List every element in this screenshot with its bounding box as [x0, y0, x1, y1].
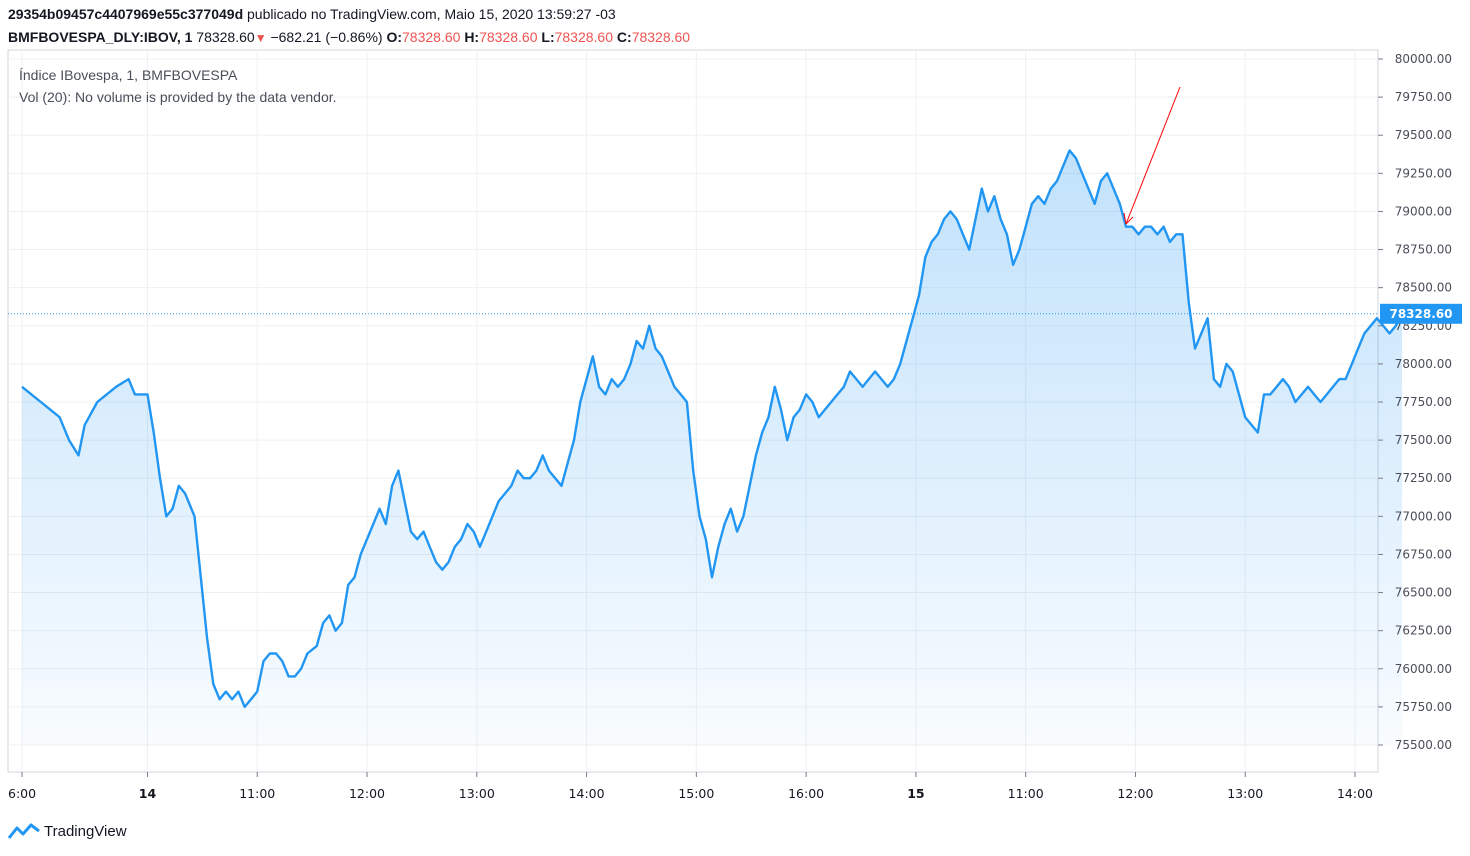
x-tick-label: 14:00	[569, 786, 605, 801]
close-label: C:	[616, 29, 632, 45]
x-tick-label: 13:00	[459, 786, 495, 801]
y-tick-label: 76500.00	[1395, 586, 1452, 600]
down-arrow-icon: ▼	[254, 31, 267, 45]
x-tick-label: 11:00	[1008, 786, 1044, 801]
y-tick-label: 79250.00	[1395, 166, 1452, 180]
x-tick-label: 13:00	[1227, 786, 1263, 801]
high-label: H:	[464, 29, 480, 45]
chart-id: 29354b09457c4407969e55c377049d	[8, 6, 244, 22]
y-tick-label: 76250.00	[1395, 624, 1452, 638]
low-value: 78328.60	[554, 29, 614, 45]
last-price: 78328.60	[196, 29, 255, 45]
volume-legend: Vol (20): No volume is provided by the d…	[19, 89, 337, 105]
y-axis[interactable]: 80000.00 79750.00 79500.00 79250.00 79000.00…	[1378, 52, 1452, 752]
x-tick-label: 12:00	[349, 786, 385, 801]
high-value: 78328.60	[479, 29, 538, 45]
change-value: −682.21 (−0.86%)	[270, 29, 383, 45]
open-label: O:	[386, 29, 403, 45]
y-tick-label: 77000.00	[1395, 509, 1452, 523]
y-tick-label: 80000.00	[1395, 52, 1452, 66]
y-tick-label: 77750.00	[1395, 395, 1452, 409]
y-tick-label: 77250.00	[1395, 471, 1452, 485]
x-tick-label: 14:00	[1337, 786, 1373, 801]
x-tick-label: 15	[907, 786, 924, 801]
price-label: 78328.60	[1380, 303, 1462, 324]
x-tick-label: 15:00	[678, 786, 714, 801]
y-tick-label: 77500.00	[1395, 433, 1452, 447]
publish-header: 29354b09457c4407969e55c377049d publicado…	[8, 6, 616, 22]
y-tick-label: 76000.00	[1395, 662, 1452, 676]
y-tick-label: 78500.00	[1395, 281, 1452, 295]
y-tick-label: 78750.00	[1395, 243, 1452, 257]
x-axis[interactable]: 6:00 14 11:00 12:00 13:00 14:00 15:00 16:00 15 11…	[8, 772, 1373, 801]
price-line[interactable]	[21, 149, 1404, 709]
y-tick-label: 79750.00	[1395, 90, 1452, 104]
y-tick-label: 78000.00	[1395, 357, 1452, 371]
annotation-arrow[interactable]	[1123, 86, 1181, 225]
symbol-label: BMFBOVESPA_DLY:IBOV, 1	[8, 29, 193, 45]
symbol-header: BMFBOVESPA_DLY:IBOV, 1 78328.60▼ −682.21…	[8, 29, 690, 45]
low-label: L:	[541, 29, 555, 45]
logo-text: TradingView	[44, 822, 127, 840]
price-label-text: 78328.60	[1389, 307, 1452, 321]
y-tick-label: 79000.00	[1395, 204, 1452, 218]
price-area-fill	[22, 150, 1402, 745]
series-legend[interactable]: Índice IBovespa, 1, BMFBOVESPA	[19, 67, 238, 83]
tradingview-logo[interactable]: TradingView	[8, 822, 127, 840]
y-tick-label: 75500.00	[1395, 738, 1452, 752]
x-tick-label: 12:00	[1117, 786, 1153, 801]
tradingview-logo-icon	[8, 823, 40, 839]
open-value: 78328.60	[402, 29, 461, 45]
x-tick-label: 6:00	[8, 786, 36, 801]
close-value: 78328.60	[631, 29, 691, 45]
y-tick-label: 79500.00	[1395, 128, 1452, 142]
y-tick-label: 76750.00	[1395, 547, 1452, 561]
x-tick-label: 11:00	[239, 786, 275, 801]
x-tick-label: 14	[139, 786, 157, 801]
published-text: publicado no TradingView.com, Maio 15, 2…	[247, 6, 616, 22]
x-tick-label: 16:00	[788, 786, 824, 801]
y-tick-label: 75750.00	[1395, 700, 1452, 714]
